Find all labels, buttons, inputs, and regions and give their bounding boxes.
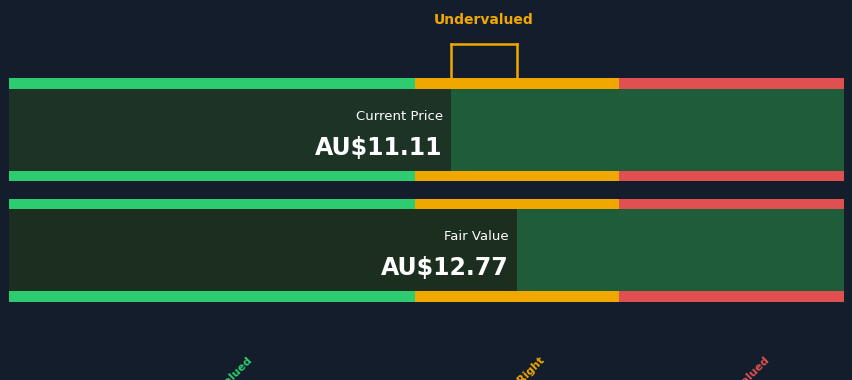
Text: 20% Overvalued: 20% Overvalued	[691, 355, 770, 380]
Bar	[415, 78, 618, 182]
Text: AU$12.77: AU$12.77	[381, 256, 509, 280]
Text: Current Price: Current Price	[355, 110, 442, 123]
Bar	[618, 78, 843, 182]
Bar	[9, 198, 415, 302]
Text: Fair Value: Fair Value	[444, 230, 509, 243]
Text: 20% Undervalued: 20% Undervalued	[170, 355, 254, 380]
Bar	[9, 209, 516, 291]
Text: Undervalued: Undervalued	[434, 13, 533, 27]
Bar	[9, 78, 415, 182]
Bar	[9, 89, 843, 171]
Bar	[415, 198, 618, 302]
Text: About Right: About Right	[486, 355, 546, 380]
Bar	[9, 89, 450, 171]
Text: AU$11.11: AU$11.11	[315, 136, 442, 160]
Bar	[9, 209, 843, 291]
Bar	[618, 198, 843, 302]
